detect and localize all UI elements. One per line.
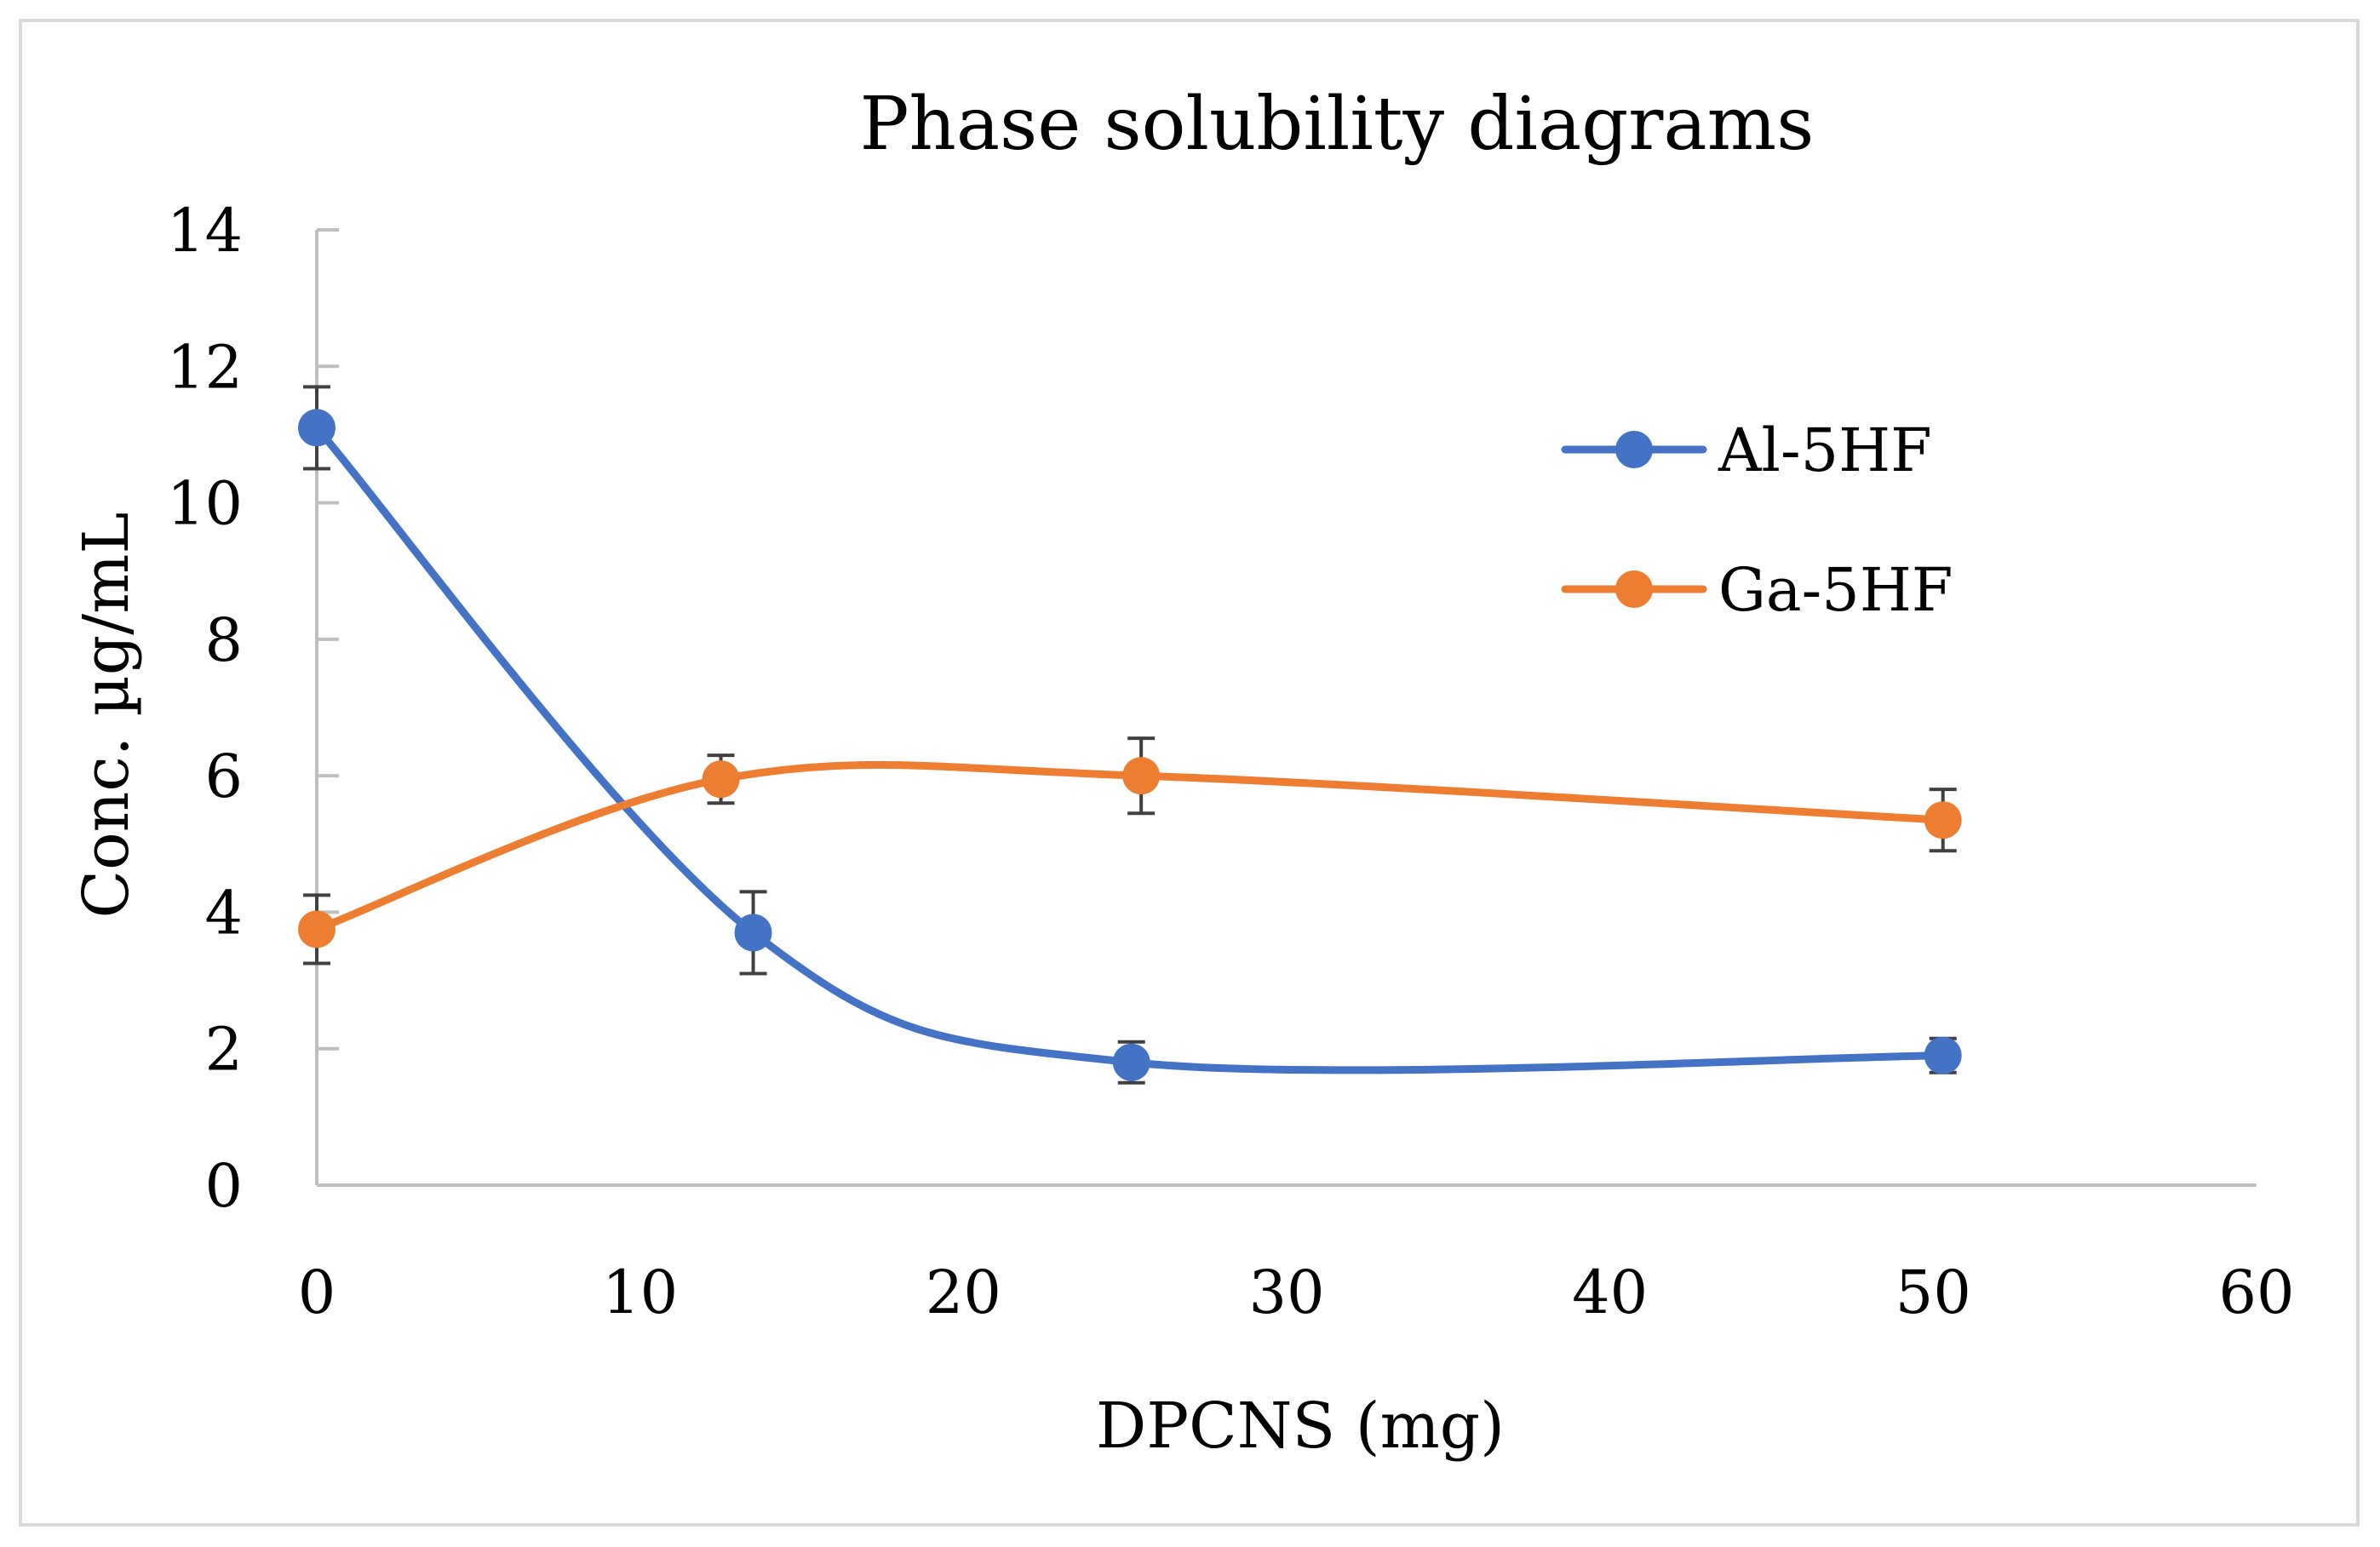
y-tick-label: 2 xyxy=(204,1015,243,1085)
y-tick-label: 12 xyxy=(167,332,243,402)
data-point-al-5hf xyxy=(734,914,772,952)
x-tick-label: 10 xyxy=(602,1258,678,1327)
x-tick-label: 30 xyxy=(1248,1258,1324,1327)
y-axis-label: Conc. µg/mL xyxy=(70,512,143,918)
legend-item-ga-5hf: Ga-5HF xyxy=(1561,555,1953,625)
x-tick-label: 20 xyxy=(926,1258,1001,1327)
series-line-ga-5hf xyxy=(313,760,1947,933)
y-tick-labels: 0 2 4 6 8 10 12 14 xyxy=(167,196,243,1221)
data-point-ga-5hf xyxy=(1924,801,1962,839)
legend-label: Ga-5HF xyxy=(1718,555,1953,625)
data-point-ga-5hf xyxy=(702,760,740,799)
x-axis-label: DPCNS (mg) xyxy=(1096,1389,1505,1463)
series-line-al-5hf xyxy=(313,423,1947,1074)
x-tick-labels: 0 10 20 30 40 50 60 xyxy=(298,1258,2295,1327)
data-point-al-5hf xyxy=(1112,1043,1150,1081)
axes xyxy=(315,228,2257,1187)
legend: Al-5HF Ga-5HF xyxy=(1561,415,1953,625)
series-lines xyxy=(313,423,1947,1074)
error-bars xyxy=(303,385,1957,1085)
legend-swatch-marker xyxy=(1615,570,1653,608)
chart-frame xyxy=(19,19,2360,1527)
x-tick-label: 60 xyxy=(2218,1258,2294,1327)
y-tick-label: 10 xyxy=(167,469,243,539)
data-point-al-5hf xyxy=(298,409,335,447)
data-point-al-5hf xyxy=(1924,1036,1962,1074)
y-tick-label: 6 xyxy=(204,742,243,811)
y-tick-label: 14 xyxy=(167,196,243,266)
legend-label: Al-5HF xyxy=(1718,415,1932,485)
y-tick-label: 0 xyxy=(204,1151,243,1221)
x-tick-label: 0 xyxy=(298,1258,336,1327)
data-point-ga-5hf xyxy=(298,910,335,948)
legend-item-al-5hf: Al-5HF xyxy=(1561,415,1932,485)
x-tick-label: 50 xyxy=(1895,1258,1971,1327)
y-tick-label: 8 xyxy=(204,605,243,675)
legend-swatch-marker xyxy=(1615,431,1653,468)
x-tick-label: 40 xyxy=(1572,1258,1648,1327)
y-tick-label: 4 xyxy=(204,878,243,948)
data-markers xyxy=(298,409,1962,1081)
chart-title: Phase solubility diagrams xyxy=(860,82,1815,167)
data-point-ga-5hf xyxy=(1122,757,1161,795)
